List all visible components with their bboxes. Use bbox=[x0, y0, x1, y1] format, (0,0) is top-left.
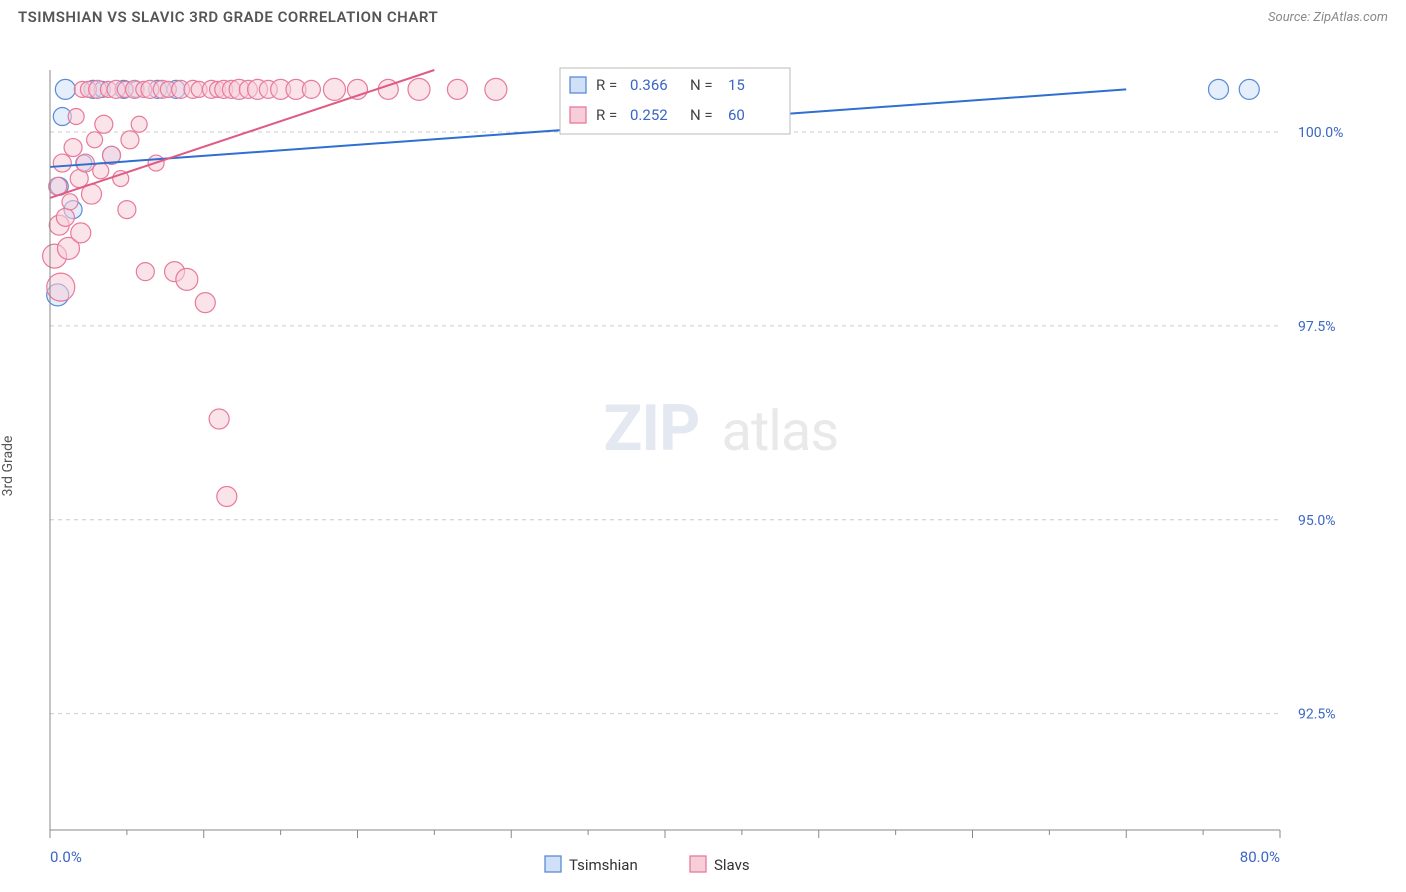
watermark: ZIP bbox=[604, 391, 700, 466]
bottom-legend-label-tsimshian: Tsimshian bbox=[569, 856, 638, 874]
data-point-slavs bbox=[118, 201, 136, 219]
y-tick-label: 100.0% bbox=[1298, 125, 1343, 141]
correlation-scatter-chart: 100.0% 97.5% 95.0% 92.5% ZIP atlas 0.0% 80.0% R … bbox=[0, 40, 1406, 892]
data-point-slavs bbox=[485, 78, 507, 100]
y-tick-label: 97.5% bbox=[1298, 319, 1336, 335]
stats-legend bbox=[560, 68, 790, 134]
chart-header: TSIMSHIAN VS SLAVIC 3RD GRADE CORRELATIO… bbox=[0, 0, 1406, 30]
chart-source: Source: ZipAtlas.com bbox=[1268, 10, 1388, 25]
legend-n-label: N = bbox=[690, 106, 713, 124]
bottom-legend-swatch-slavs bbox=[690, 856, 706, 872]
chart-title: TSIMSHIAN VS SLAVIC 3RD GRADE CORRELATIO… bbox=[18, 8, 438, 26]
y-tick-label: 92.5% bbox=[1298, 707, 1336, 723]
data-point-slavs bbox=[302, 80, 320, 98]
data-point-slavs bbox=[217, 487, 237, 507]
legend-r-value-slavs: 0.252 bbox=[630, 106, 668, 124]
data-point-slavs bbox=[62, 194, 78, 210]
data-point-slavs bbox=[47, 273, 75, 301]
data-point-slavs bbox=[176, 268, 198, 290]
legend-swatch-slavs bbox=[570, 107, 586, 123]
data-point-slavs bbox=[136, 263, 154, 281]
data-point-tsimshian bbox=[1239, 79, 1259, 99]
data-point-tsimshian bbox=[55, 79, 75, 99]
x-tick-label-max: 80.0% bbox=[1240, 848, 1280, 866]
data-point-slavs bbox=[53, 154, 71, 172]
bottom-legend-swatch-tsimshian bbox=[545, 856, 561, 872]
data-point-slavs bbox=[121, 131, 139, 149]
x-tick-label-min: 0.0% bbox=[50, 848, 82, 866]
watermark: atlas bbox=[722, 398, 839, 464]
data-point-slavs bbox=[447, 79, 467, 99]
data-point-slavs bbox=[195, 293, 215, 313]
legend-r-label: R = bbox=[596, 76, 617, 94]
bottom-legend-label-slavs: Slavs bbox=[714, 856, 750, 874]
data-point-slavs bbox=[71, 223, 91, 243]
legend-n-label: N = bbox=[690, 76, 713, 94]
legend-swatch-tsimshian bbox=[570, 77, 586, 93]
data-point-slavs bbox=[68, 109, 84, 125]
data-point-slavs bbox=[408, 78, 430, 100]
chart-container: 3rd Grade 100.0% 97.5% 95.0% 92.5% ZIP atlas 0… bbox=[0, 40, 1406, 892]
data-point-tsimshian bbox=[1209, 79, 1229, 99]
legend-n-value-tsimshian: 15 bbox=[728, 76, 745, 94]
data-point-slavs bbox=[95, 115, 113, 133]
data-point-slavs bbox=[209, 409, 229, 429]
data-point-slavs bbox=[93, 163, 109, 179]
y-tick-label: 95.0% bbox=[1298, 513, 1336, 529]
legend-n-value-slavs: 60 bbox=[728, 106, 745, 124]
legend-r-label: R = bbox=[596, 106, 617, 124]
data-point-slavs bbox=[131, 116, 147, 132]
legend-r-value-tsimshian: 0.366 bbox=[630, 76, 668, 94]
data-point-slavs bbox=[64, 139, 82, 157]
y-axis-label: 3rd Grade bbox=[0, 436, 16, 497]
data-point-slavs bbox=[323, 78, 345, 100]
data-point-slavs bbox=[56, 208, 74, 226]
data-point-slavs bbox=[87, 132, 103, 148]
